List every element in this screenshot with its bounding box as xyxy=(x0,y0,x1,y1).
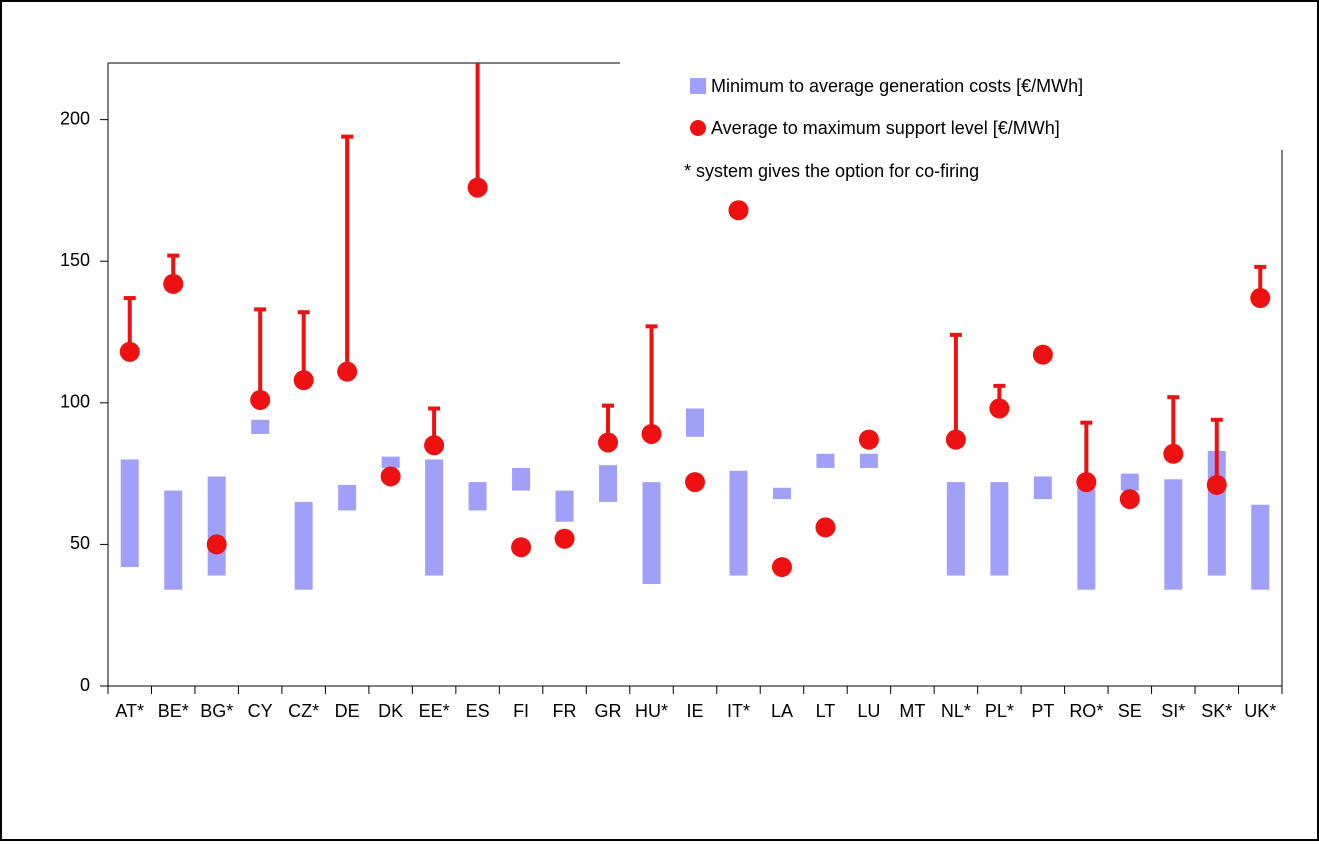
average-dot xyxy=(945,429,966,450)
average-dot xyxy=(380,466,401,487)
note: * system gives the option for co-firing xyxy=(684,161,979,181)
average-dot xyxy=(337,361,358,382)
range-bar xyxy=(425,459,444,576)
range-bar xyxy=(599,465,618,502)
average-dot xyxy=(250,389,271,410)
range-bar xyxy=(338,484,357,511)
x-tick-label: EE* xyxy=(419,701,450,721)
range-bar xyxy=(729,470,748,576)
legend-swatch xyxy=(690,120,706,136)
range-bar xyxy=(772,487,791,500)
x-tick-label: ES xyxy=(466,701,490,721)
x-tick-label: MT xyxy=(899,701,925,721)
average-dot xyxy=(163,273,184,294)
y-tick-label: 0 xyxy=(80,675,90,695)
x-tick-label: SE xyxy=(1118,701,1142,721)
average-dot xyxy=(1119,489,1140,510)
range-bar xyxy=(1033,476,1052,500)
average-dot xyxy=(511,537,532,558)
average-dot xyxy=(815,517,836,538)
x-tick-label: FI xyxy=(513,701,529,721)
range-bar xyxy=(164,490,183,590)
x-tick-label: SK* xyxy=(1201,701,1232,721)
x-tick-label: LA xyxy=(771,701,793,721)
x-tick-label: DK xyxy=(378,701,403,721)
range-bar xyxy=(207,476,226,576)
average-dot xyxy=(1076,472,1097,493)
average-dot xyxy=(293,370,314,391)
range-bar xyxy=(120,459,139,568)
range-bar xyxy=(1251,504,1270,590)
y-tick-label: 150 xyxy=(60,250,90,270)
legend-label: Minimum to average generation costs [€/M… xyxy=(711,76,1083,96)
average-dot xyxy=(771,557,792,578)
average-dot xyxy=(554,528,575,549)
range-bar xyxy=(512,467,531,491)
range-bar xyxy=(816,453,835,468)
average-dot xyxy=(1032,344,1053,365)
range-bar xyxy=(381,456,400,468)
x-tick-label: DE xyxy=(335,701,360,721)
x-tick-label: RO* xyxy=(1069,701,1103,721)
x-tick-label: SI* xyxy=(1161,701,1185,721)
average-dot xyxy=(989,398,1010,419)
average-dot xyxy=(1163,443,1184,464)
range-bar xyxy=(990,482,1009,576)
x-tick-label: LT xyxy=(816,701,836,721)
range-bar xyxy=(1077,487,1096,590)
x-tick-label: GR xyxy=(595,701,622,721)
x-tick-label: BG* xyxy=(200,701,233,721)
y-tick-label: 100 xyxy=(60,392,90,412)
range-bar xyxy=(946,482,965,576)
x-tick-label: AT* xyxy=(115,701,144,721)
y-tick-label: 200 xyxy=(60,108,90,128)
average-dot xyxy=(728,200,749,221)
x-tick-label: CZ* xyxy=(288,701,319,721)
range-bar xyxy=(294,501,313,590)
x-tick-label: FR xyxy=(553,701,577,721)
legend-label: Average to maximum support level [€/MWh] xyxy=(711,118,1060,138)
range-bar xyxy=(251,419,270,434)
x-tick-label: IT* xyxy=(727,701,750,721)
x-tick-label: NL* xyxy=(941,701,971,721)
average-dot xyxy=(467,177,488,198)
average-dot xyxy=(1206,474,1227,495)
x-tick-label: UK* xyxy=(1244,701,1276,721)
x-tick-label: HU* xyxy=(635,701,668,721)
range-bar xyxy=(642,482,661,585)
average-dot xyxy=(858,429,879,450)
average-dot xyxy=(424,435,445,456)
x-tick-label: PT xyxy=(1031,701,1054,721)
average-dot xyxy=(1250,288,1271,309)
range-bar xyxy=(1120,473,1139,491)
range-bar xyxy=(686,408,704,437)
range-bar xyxy=(859,453,878,468)
range-bar xyxy=(1164,479,1183,590)
x-tick-label: IE xyxy=(686,701,703,721)
range-bar xyxy=(555,490,574,522)
legend-swatch xyxy=(690,78,706,94)
x-tick-label: PL* xyxy=(985,701,1014,721)
average-dot xyxy=(641,423,662,444)
x-tick-label: LU xyxy=(857,701,880,721)
average-dot xyxy=(119,341,140,362)
range-bar xyxy=(468,482,487,511)
average-dot xyxy=(598,432,619,453)
x-tick-label: CY xyxy=(248,701,273,721)
y-tick-label: 50 xyxy=(70,533,90,553)
x-tick-label: BE* xyxy=(158,701,189,721)
average-dot xyxy=(206,534,227,555)
plot-area xyxy=(119,63,1271,590)
average-dot xyxy=(685,472,705,493)
